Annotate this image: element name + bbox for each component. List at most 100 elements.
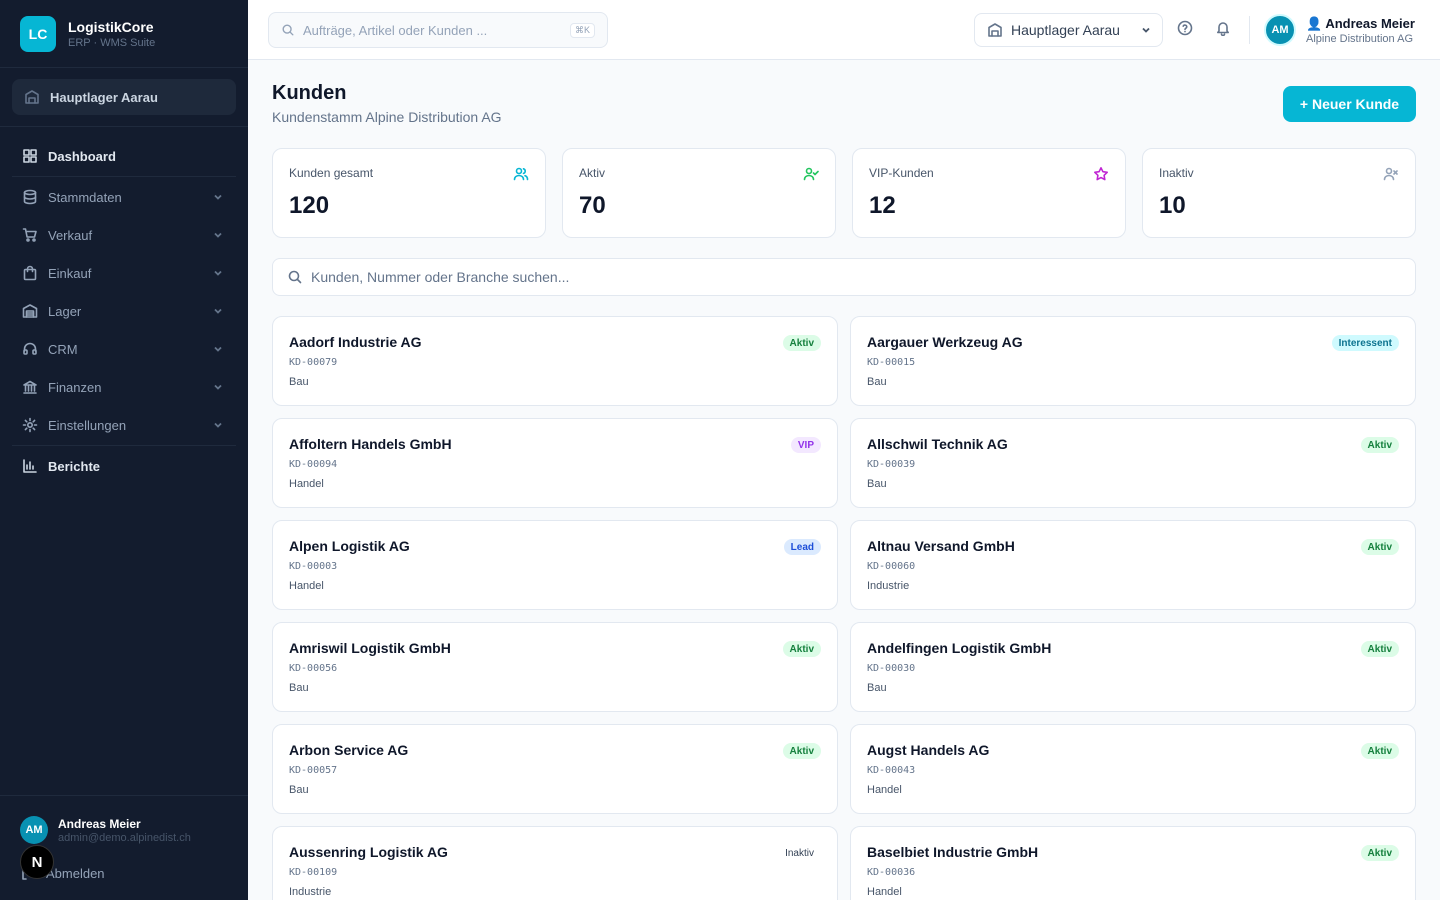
customer-card[interactable]: Aargauer Werkzeug AG KD-00015 Bau Interesse… bbox=[850, 316, 1416, 406]
stat-label: Aktiv bbox=[579, 166, 606, 180]
status-badge: Aktiv bbox=[1360, 641, 1399, 657]
user-check-icon bbox=[803, 167, 819, 181]
customer-card[interactable]: Aadorf Industrie AG KD-00079 Bau Aktiv bbox=[272, 316, 838, 406]
brand: LC LogistikCore ERP · WMS Suite bbox=[0, 0, 248, 68]
warehouse-select-value: Hauptlager Aarau bbox=[1011, 22, 1120, 38]
sidebar-item-dashboard[interactable]: Dashboard bbox=[12, 137, 236, 175]
customer-industry: Bau bbox=[867, 682, 887, 694]
customer-industry: Handel bbox=[867, 886, 902, 898]
status-badge: Aktiv bbox=[782, 335, 821, 351]
status-badge: Inaktiv bbox=[785, 847, 814, 859]
stat-label: VIP-Kunden bbox=[869, 166, 934, 180]
customer-industry: Bau bbox=[867, 478, 887, 490]
customer-number: KD-00109 bbox=[289, 867, 338, 878]
avatar[interactable]: AM bbox=[1264, 14, 1296, 46]
customer-industry: Bau bbox=[867, 376, 887, 388]
stat-card-vip: VIP-Kunden 12 bbox=[852, 148, 1126, 238]
customer-card[interactable]: Amriswil Logistik GmbH KD-00056 Bau Aktiv bbox=[272, 622, 838, 712]
sidebar-item-label: Berichte bbox=[48, 458, 101, 474]
customer-card[interactable]: Andelfingen Logistik GmbH KD-00030 Bau Akti… bbox=[850, 622, 1416, 712]
user-menu[interactable]: 👤 Andreas Meier Alpine Distribution AG bbox=[1306, 16, 1415, 45]
customer-card[interactable]: Arbon Service AG KD-00057 Bau Aktiv bbox=[272, 724, 838, 814]
topbar: Aufträge, Artikel oder Kunden ... ⌘K Hau… bbox=[248, 0, 1440, 60]
stat-value: 70 bbox=[579, 192, 606, 219]
customer-industry: Handel bbox=[289, 478, 324, 490]
search-icon bbox=[288, 270, 302, 284]
stat-label: Kunden gesamt bbox=[289, 166, 374, 180]
top-user-company: Alpine Distribution AG bbox=[1306, 33, 1413, 45]
bar-chart-icon bbox=[23, 459, 37, 473]
customer-name: Andelfingen Logistik GmbH bbox=[867, 640, 1052, 656]
global-search-placeholder: Aufträge, Artikel oder Kunden ... bbox=[303, 22, 488, 38]
warehouse-icon bbox=[988, 23, 1002, 37]
headset-icon bbox=[23, 342, 37, 355]
customer-card[interactable]: Altnau Versand GmbH KD-00060 Industrie Akti… bbox=[850, 520, 1416, 610]
customer-card[interactable]: Baselbiet Industrie GmbH KD-00036 Handel Ak… bbox=[850, 826, 1416, 900]
warehouse-icon bbox=[22, 304, 38, 318]
customer-card[interactable]: Affoltern Handels GmbH KD-00094 Handel VIP bbox=[272, 418, 838, 508]
stat-card-active: Aktiv 70 bbox=[562, 148, 836, 238]
sidebar-item-einstellungen[interactable]: Einstellungen bbox=[12, 406, 236, 444]
customer-search-input[interactable]: Kunden, Nummer oder Branche suchen... bbox=[272, 258, 1416, 296]
chevron-down-icon bbox=[214, 308, 222, 314]
warehouse-label: Hauptlager Aarau bbox=[50, 89, 158, 105]
customer-card[interactable]: Augst Handels AG KD-00043 Handel Aktiv bbox=[850, 724, 1416, 814]
brand-logo[interactable]: LC bbox=[20, 15, 56, 52]
sidebar-item-label: CRM bbox=[48, 341, 78, 357]
customer-name: Altnau Versand GmbH bbox=[867, 538, 1015, 554]
customer-card[interactable]: Alpen Logistik AG KD-00003 Handel Lead bbox=[272, 520, 838, 610]
customer-card[interactable]: Aussenring Logistik AG KD-00109 Industrie I… bbox=[272, 826, 838, 900]
chevron-down-icon bbox=[214, 422, 222, 428]
sidebar-item-einkauf[interactable]: Einkauf bbox=[12, 254, 236, 292]
sidebar-item-label: Verkauf bbox=[48, 227, 93, 243]
status-badge: Aktiv bbox=[1360, 845, 1399, 861]
customer-card[interactable]: Allschwil Technik AG KD-00039 Bau Aktiv bbox=[850, 418, 1416, 508]
status-badge: Interessent bbox=[1331, 335, 1399, 351]
sidebar-item-berichte[interactable]: Berichte bbox=[12, 447, 236, 485]
sidebar-item-finanzen[interactable]: Finanzen bbox=[12, 368, 236, 406]
customer-industry: Handel bbox=[867, 784, 902, 796]
bag-icon bbox=[23, 265, 37, 281]
logout-label: Abmelden bbox=[46, 865, 105, 881]
sidebar-item-label: Einstellungen bbox=[48, 417, 127, 433]
sidebar-nav: Dashboard Stammdaten Verkauf Einkauf Lag… bbox=[12, 137, 236, 485]
warehouse-switcher[interactable]: Hauptlager Aarau bbox=[12, 79, 236, 115]
chevron-down-icon bbox=[1142, 27, 1150, 33]
customer-name: Aussenring Logistik AG bbox=[289, 844, 448, 860]
new-customer-button[interactable]: + Neuer Kunde bbox=[1283, 86, 1416, 122]
sidebar-footer: AM Andreas Meier admin@demo.alpinedist.c… bbox=[0, 795, 248, 900]
sidebar-item-verkauf[interactable]: Verkauf bbox=[12, 216, 236, 254]
dev-tools-badge[interactable]: N bbox=[20, 845, 54, 879]
customer-name: Aargauer Werkzeug AG bbox=[867, 334, 1023, 350]
search-icon bbox=[282, 24, 294, 36]
chevron-down-icon bbox=[214, 346, 222, 352]
customer-name: Aadorf Industrie AG bbox=[289, 334, 422, 350]
customer-name: Baselbiet Industrie GmbH bbox=[867, 844, 1039, 860]
sidebar-item-label: Einkauf bbox=[48, 265, 92, 281]
sidebar-item-crm[interactable]: CRM bbox=[12, 330, 236, 368]
database-icon bbox=[23, 189, 37, 205]
star-icon bbox=[1094, 167, 1108, 181]
sidebar-item-stammdaten[interactable]: Stammdaten bbox=[12, 178, 236, 216]
customer-number: KD-00079 bbox=[289, 357, 338, 368]
sidebar-item-lager[interactable]: Lager bbox=[12, 292, 236, 330]
customer-number: KD-00015 bbox=[867, 357, 916, 368]
global-search-input[interactable]: Aufträge, Artikel oder Kunden ... ⌘K bbox=[268, 12, 608, 48]
customer-number: KD-00094 bbox=[289, 459, 338, 470]
customer-industry: Bau bbox=[289, 376, 309, 388]
sidebar: LC LogistikCore ERP · WMS Suite Hauptlag… bbox=[0, 0, 248, 900]
notifications-button[interactable] bbox=[1215, 20, 1231, 41]
warehouse-select[interactable]: Hauptlager Aarau bbox=[974, 13, 1163, 47]
search-shortcut: ⌘K bbox=[569, 22, 595, 38]
sidebar-item-label: Dashboard bbox=[48, 148, 116, 164]
stat-value: 10 bbox=[1159, 192, 1186, 219]
sidebar-user-name: Andreas Meier bbox=[58, 816, 141, 831]
sidebar-user: AM Andreas Meier admin@demo.alpinedist.c… bbox=[20, 816, 191, 844]
status-badge: Lead bbox=[783, 539, 821, 555]
grid-icon bbox=[23, 149, 37, 163]
sidebar-item-label: Lager bbox=[48, 303, 82, 319]
avatar: AM bbox=[20, 816, 48, 844]
help-button[interactable] bbox=[1177, 20, 1193, 41]
customer-industry: Bau bbox=[289, 682, 309, 694]
customer-number: KD-00056 bbox=[289, 663, 338, 674]
